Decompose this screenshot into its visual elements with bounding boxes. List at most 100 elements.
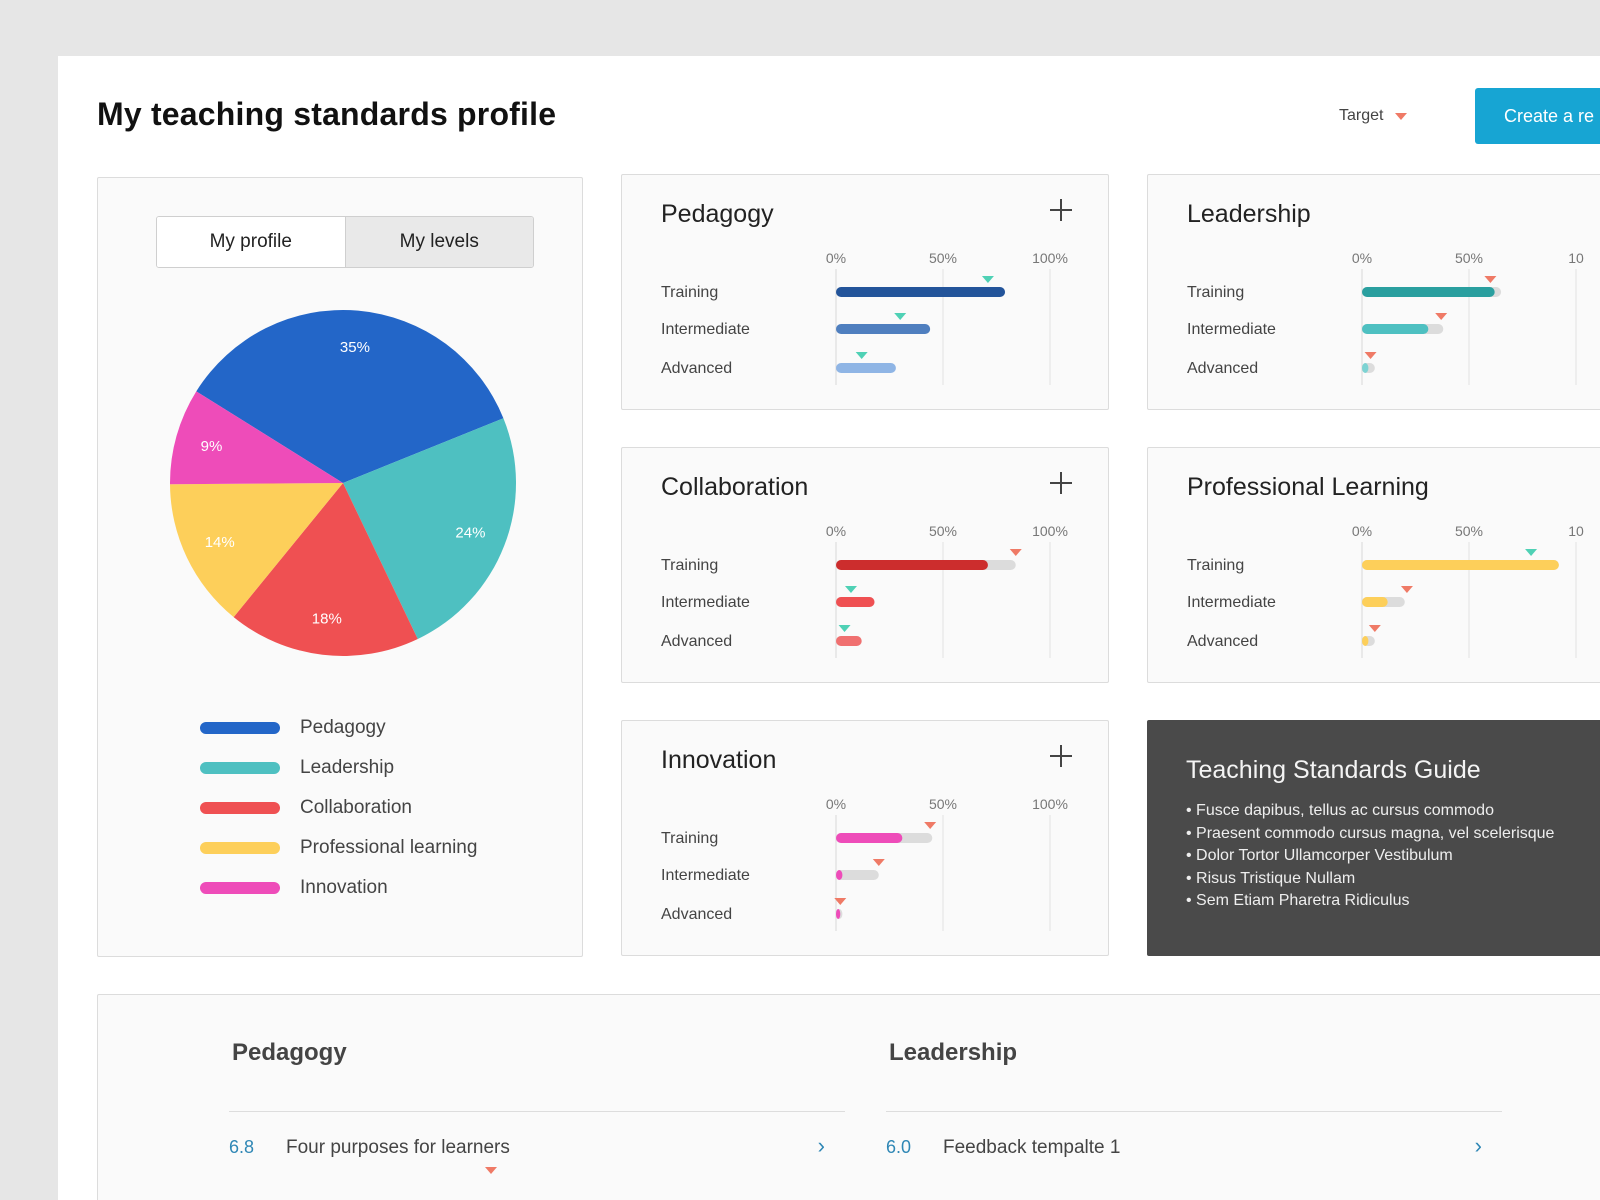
pie-slice	[343, 418, 516, 640]
axis-tick-label: 50%	[929, 250, 957, 266]
bar	[1362, 324, 1429, 334]
target-marker	[924, 822, 937, 829]
legend-item-innovation: Innovation	[200, 868, 477, 908]
divider	[886, 1111, 1502, 1112]
legend-label: Pedagogy	[300, 717, 386, 738]
standards-list-panel: Pedagogy 6.8 Four purposes for learners …	[97, 994, 1600, 1200]
pie-slice	[170, 483, 343, 618]
bar-category-label: Intermediate	[661, 594, 750, 611]
axis-tick-label: 0%	[826, 796, 846, 812]
page-content: My teaching standards profile Target Cre…	[58, 56, 1600, 1200]
legend-item-leadership: Leadership	[200, 748, 477, 788]
target-marker	[844, 586, 857, 593]
bar	[836, 870, 843, 880]
pie-chart-svg: 35% 24% 18% 14% 9%	[170, 310, 516, 656]
target-marker	[872, 859, 885, 866]
bar-category-label: Training	[1187, 284, 1244, 301]
bar-chart-professional-learning: 0% 50% 10 Training Intermediate Advanced	[1187, 523, 1584, 658]
bar	[1362, 636, 1369, 646]
plus-icon[interactable]	[1050, 199, 1072, 221]
card-leadership: Leadership 0% 50% 10 Training Intermediate Ad…	[1147, 174, 1600, 410]
target-marker	[894, 313, 907, 320]
tab-my-levels[interactable]: My levels	[345, 217, 533, 267]
bar-category-label: Training	[661, 830, 718, 847]
section-title: Leadership	[889, 1039, 1018, 1066]
pie-slice-label: 18%	[312, 611, 342, 628]
list-item[interactable]: 6.0 Feedback tempalte 1 ›	[886, 1133, 1502, 1167]
standard-title: Four purposes for learners	[286, 1137, 510, 1158]
guide-item: • Sem Etiam Pharetra Ridiculus	[1186, 892, 1410, 909]
pie-slice	[233, 483, 418, 656]
axis-tick-label: 10	[1568, 523, 1584, 539]
bar	[836, 363, 896, 373]
chevron-right-icon: ›	[817, 1133, 825, 1158]
pie-slice-label: 14%	[205, 534, 235, 551]
target-marker	[855, 352, 868, 359]
standard-number: 6.8	[229, 1137, 255, 1157]
teaching-standards-guide: Teaching Standards Guide • Fusce dapibus…	[1147, 720, 1600, 956]
bar	[836, 560, 988, 570]
legend-label: Professional learning	[300, 837, 478, 858]
card-collaboration: Collaboration 0% 50% 100% Training Intermedi…	[621, 447, 1109, 683]
legend-swatch	[200, 802, 280, 814]
guide-title: Teaching Standards Guide	[1186, 756, 1481, 784]
legend-label: Innovation	[300, 877, 388, 898]
card-pedagogy: Pedagogy 0% 50% 100% Training Intermediate Ad…	[621, 174, 1109, 410]
bar-category-label: Training	[1187, 557, 1244, 574]
bar-chart-collaboration: 0% 50% 100% Training Intermediate Advanced	[661, 523, 1068, 658]
target-marker	[1009, 549, 1022, 556]
bar-category-label: Advanced	[661, 906, 732, 923]
legend-swatch	[200, 882, 280, 894]
bar-track	[836, 870, 879, 880]
bar-chart-innovation: 0% 50% 100% Training Intermediate Advanced	[661, 796, 1068, 931]
card-innovation: Innovation 0% 50% 100% Training Intermediate…	[621, 720, 1109, 956]
pie-slice-label: 24%	[455, 524, 485, 541]
axis-tick-label: 100%	[1032, 523, 1068, 539]
guide-item: • Praesent commodo cursus magna, vel sce…	[1186, 824, 1555, 842]
legend-swatch	[200, 762, 280, 774]
target-marker	[1364, 352, 1377, 359]
bar	[1362, 560, 1559, 570]
guide-item: • Fusce dapibus, tellus ac cursus commod…	[1186, 802, 1494, 819]
axis-tick-label: 50%	[1455, 523, 1483, 539]
axis-tick-label: 0%	[826, 523, 846, 539]
guide-item: • Dolor Tortor Ullamcorper Vestibulum	[1186, 847, 1453, 864]
legend-item-pedagogy: Pedagogy	[200, 708, 477, 748]
caret-down-icon	[1395, 112, 1408, 120]
bar	[836, 597, 875, 607]
profile-panel: My profile My levels 35% 24% 18% 14% 9% Peda…	[97, 177, 583, 957]
target-dropdown[interactable]: Target	[1339, 107, 1408, 125]
pie-slice	[170, 391, 343, 485]
bar-category-label: Intermediate	[1187, 594, 1276, 611]
bar	[836, 636, 862, 646]
section-title: Pedagogy	[232, 1039, 347, 1066]
axis-tick-label: 50%	[929, 523, 957, 539]
pie-slice-label: 9%	[201, 438, 223, 455]
axis-tick-label: 100%	[1032, 250, 1068, 266]
standard-number: 6.0	[886, 1137, 912, 1157]
axis-tick-label: 0%	[1352, 523, 1372, 539]
legend-label: Collaboration	[300, 797, 412, 818]
standard-title: Feedback tempalte 1	[943, 1137, 1121, 1158]
bar-category-label: Training	[661, 284, 718, 301]
card-title: Pedagogy	[661, 200, 774, 228]
pie-slice	[196, 310, 504, 483]
axis-tick-label: 50%	[929, 796, 957, 812]
target-marker-icon	[485, 1167, 497, 1174]
bar-chart-leadership: 0% 50% 10 Training Intermediate Advanced	[1187, 250, 1584, 385]
target-marker	[838, 625, 851, 632]
target-marker	[1435, 313, 1448, 320]
plus-icon[interactable]	[1050, 472, 1072, 494]
create-report-button[interactable]: Create a re	[1475, 88, 1600, 144]
list-item[interactable]: 6.8 Four purposes for learners ›	[229, 1133, 845, 1174]
bar	[1362, 287, 1495, 297]
target-marker	[834, 898, 847, 905]
tab-my-profile[interactable]: My profile	[157, 217, 346, 267]
pie-chart: 35% 24% 18% 14% 9%	[168, 308, 518, 658]
legend-item-professional-learning: Professional learning	[200, 828, 477, 868]
axis-tick-label: 50%	[1455, 250, 1483, 266]
bar	[836, 287, 1006, 297]
plus-icon[interactable]	[1050, 745, 1072, 767]
guide-item: • Risus Tristique Nullam	[1186, 869, 1356, 887]
target-marker	[1525, 549, 1538, 556]
